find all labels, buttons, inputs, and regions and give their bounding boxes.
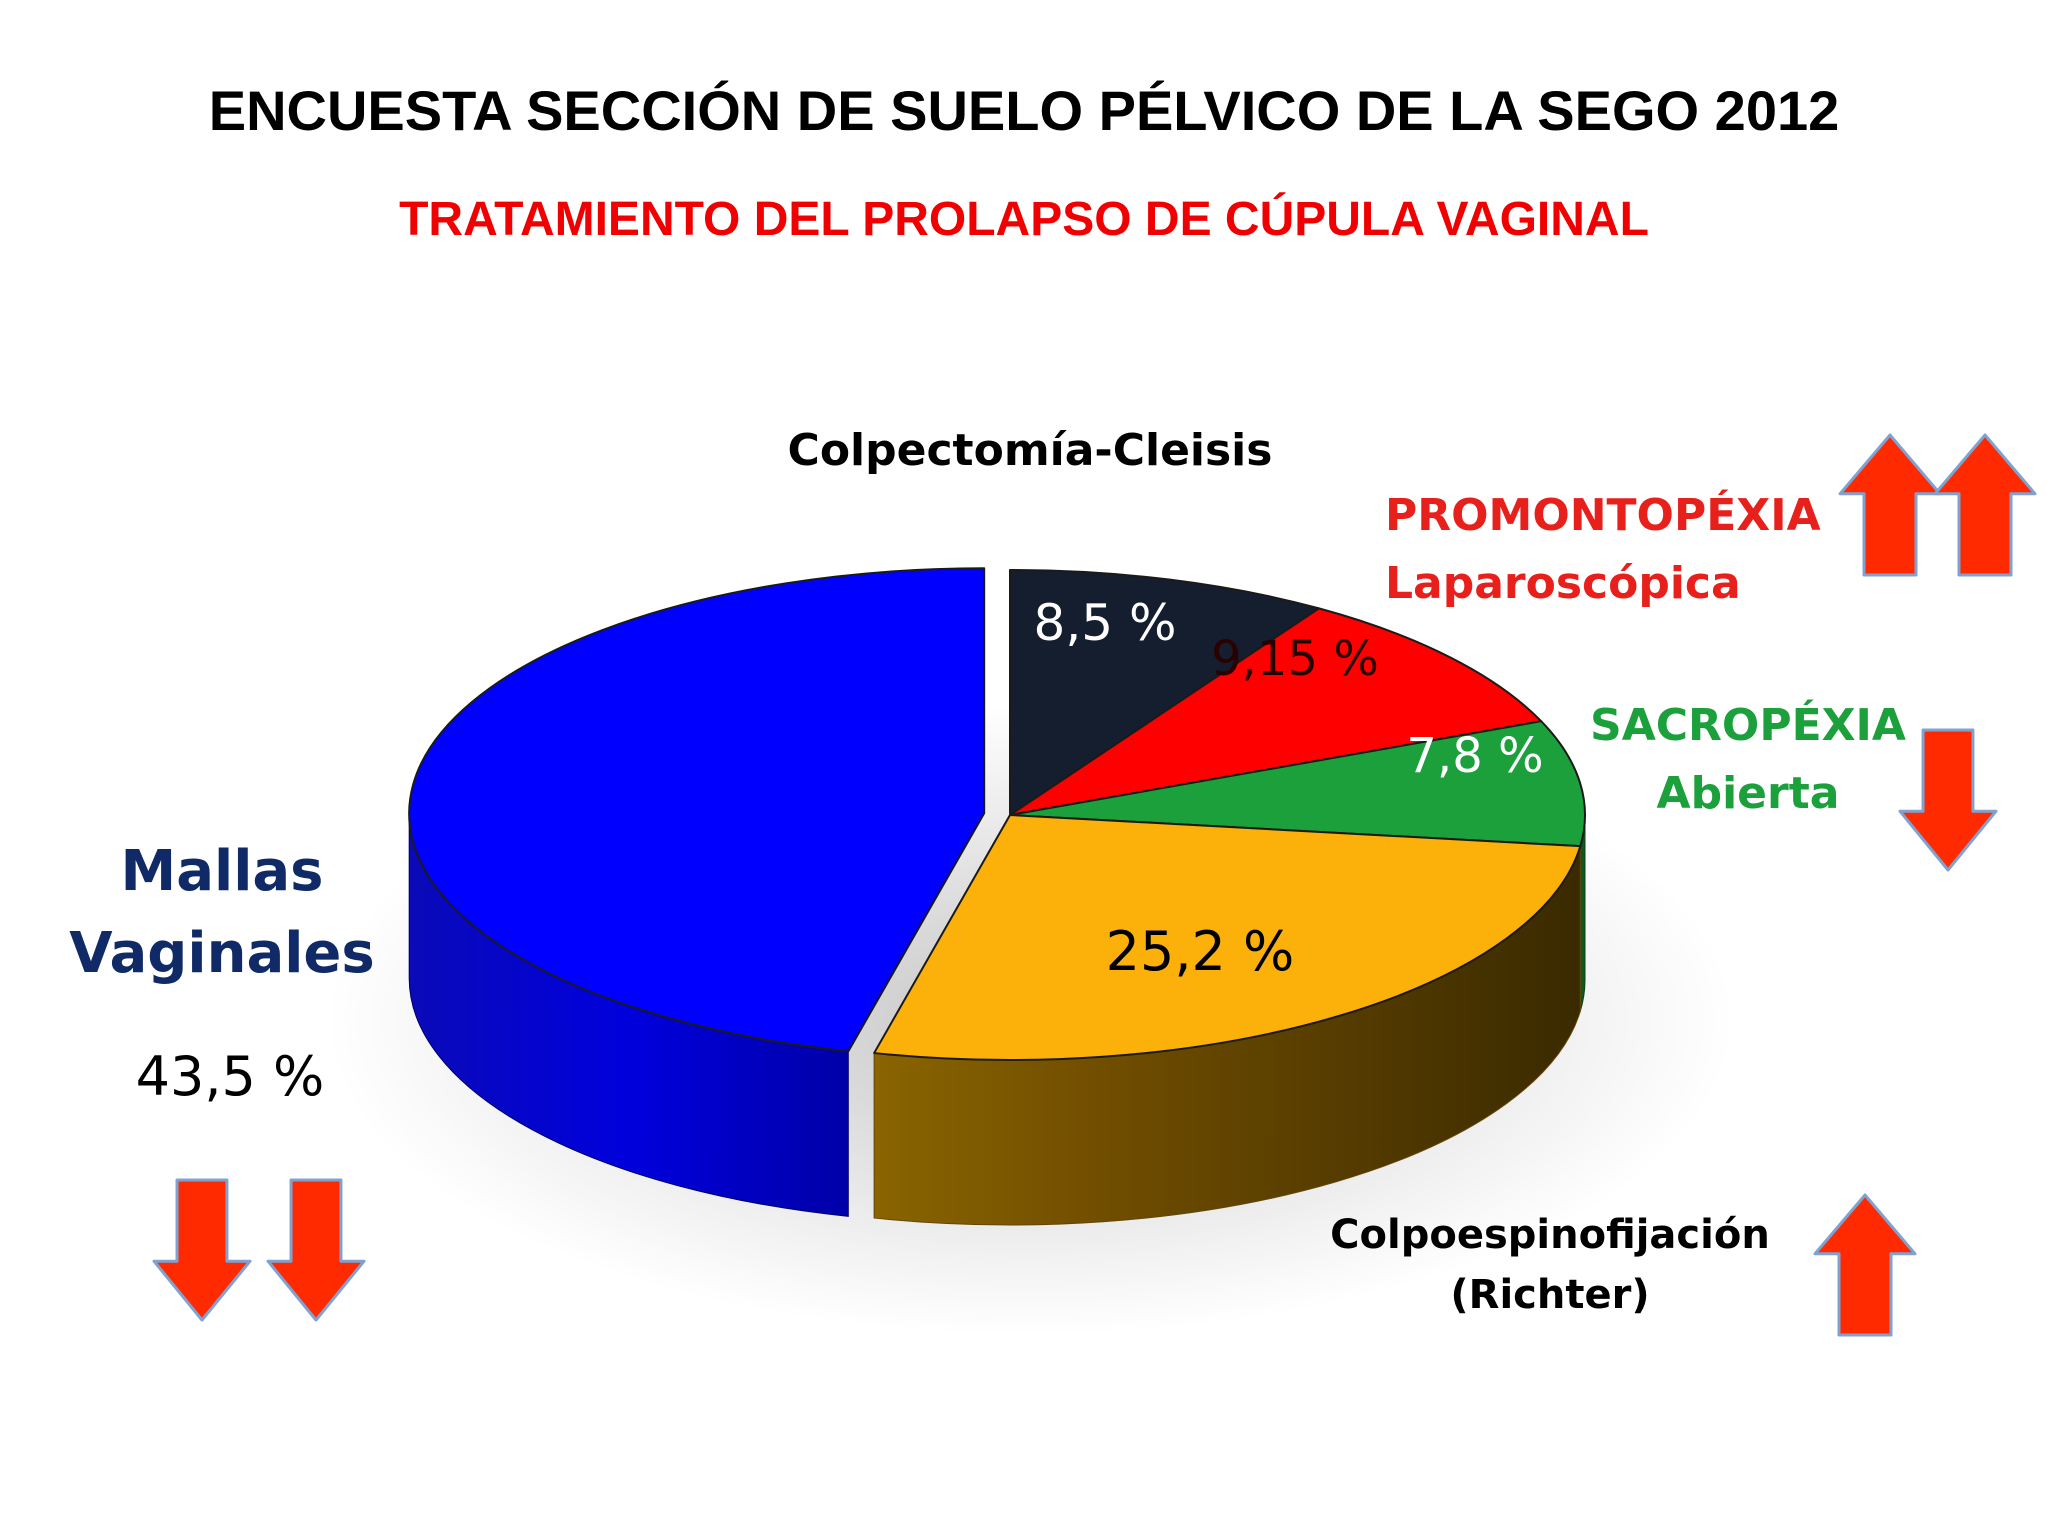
value-label-mallas-vaginales: 43,5 %: [136, 1045, 325, 1108]
category-label-colpoespinofijacion-richter-line-2: (Richter): [1450, 1272, 1649, 1318]
category-label-colpoespinofijacion-richter: Colpoespinofijación: [1330, 1212, 1770, 1258]
page-title: ENCUESTA SECCIÓN DE SUELO PÉLVICO DE LA …: [209, 79, 1840, 142]
pie-slice-mallas-vaginales: [408, 567, 986, 1217]
category-label-mallas-vaginales-line-2: Vaginales: [69, 921, 375, 986]
up-arrow-icon-promontopexia-laparoscopica-1: [1838, 433, 1942, 577]
pie-slice-colpoespinofijacion-richter: [873, 814, 1582, 1226]
trend-arrows: [152, 433, 2037, 1337]
down-arrow-icon-mallas-vaginales-2: [266, 1178, 366, 1322]
category-label-promontopexia-laparoscopica-line-2: Laparoscópica: [1385, 558, 1741, 609]
slice-top: [873, 814, 1582, 1061]
up-arrow-icon-colpoespinofijacion-richter-1: [1813, 1193, 1917, 1337]
value-label-colpoespinofijacion-richter: 25,2 %: [1106, 920, 1295, 983]
pie-slice-sacropexia-abierta: [1009, 720, 1586, 1012]
slice-top: [1009, 607, 1543, 816]
category-label-sacropexia-abierta: SACROPÉXIA: [1590, 698, 1906, 751]
chart-labels: 8,5 % Colpectomía-Cleisis 9,15 % PROMONTOPÉ…: [69, 425, 1906, 1318]
chart-subtitle: TRATAMIENTO DEL PROLAPSO DE CÚPULA VAGIN…: [399, 191, 1649, 246]
category-label-promontopexia-laparoscopica: PROMONTOPÉXIA: [1385, 488, 1821, 541]
category-label-colpectomia-cleisis: Colpectomía-Cleisis: [788, 425, 1273, 476]
slice-top: [1009, 569, 1320, 816]
slice-top: [1009, 720, 1586, 848]
down-arrow-icon-mallas-vaginales-1: [152, 1178, 252, 1322]
down-arrow-icon-sacropexia-abierta-1: [1898, 728, 1998, 872]
category-label-sacropexia-abierta-line-2: Abierta: [1657, 768, 1840, 819]
pie-chart: [325, 567, 1735, 1335]
pie-slice-colpectomia-cleisis: [1009, 569, 1320, 816]
pie-slice-promontopexia-laparoscopica: [1009, 607, 1543, 816]
value-label-colpectomia-cleisis: 8,5 %: [1034, 594, 1177, 652]
category-label-mallas-vaginales: Mallas: [120, 839, 323, 904]
value-label-sacropexia-abierta: 7,8 %: [1406, 728, 1543, 784]
up-arrow-icon-promontopexia-laparoscopica-2: [1933, 433, 2037, 577]
value-label-promontopexia-laparoscopica: 9,15 %: [1211, 631, 1379, 687]
slice-top: [408, 567, 986, 1053]
